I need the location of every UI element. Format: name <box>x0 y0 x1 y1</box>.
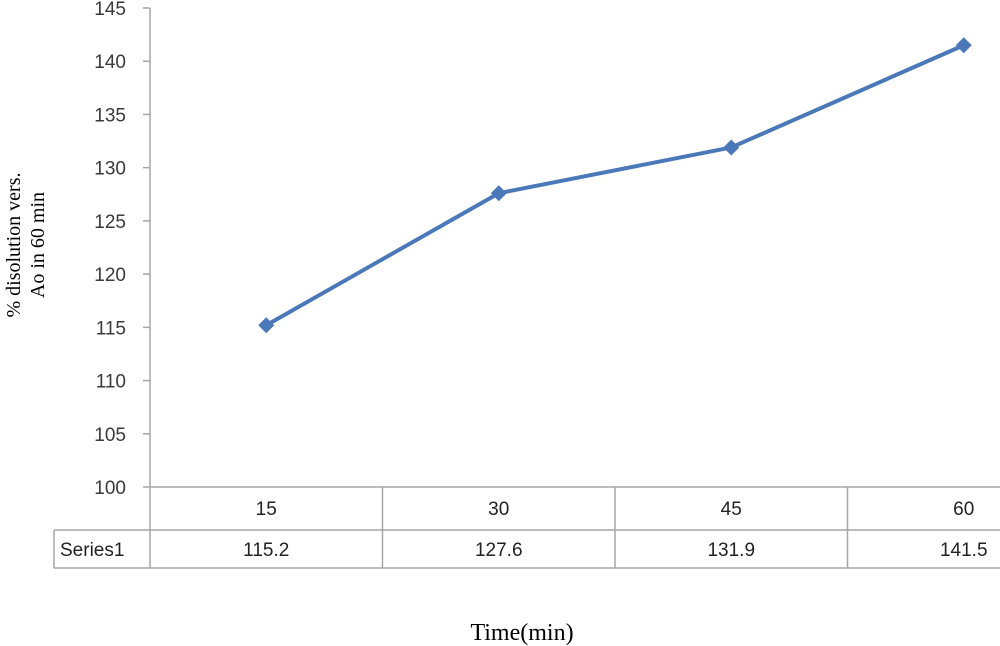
y-tick-label: 135 <box>94 105 126 126</box>
y-axis-title-line-1: % disolution vers. <box>3 173 25 318</box>
y-axis-title-line-2: Ao in 60 min <box>27 192 49 298</box>
table-data-value: 131.9 <box>707 540 755 561</box>
y-tick-label: 110 <box>96 372 126 393</box>
y-tick-label: 140 <box>94 52 126 73</box>
data-point-marker <box>955 37 972 54</box>
series-line <box>264 43 966 328</box>
table-data-value: 127.6 <box>475 540 523 561</box>
y-tick-label: 100 <box>94 478 126 499</box>
table-series-name: Series1 <box>60 540 124 561</box>
y-tick-label: 115 <box>96 318 126 339</box>
data-table: 15 30 45 60 Series1 115.2 127.6 131.9 141.5 <box>53 486 1000 569</box>
y-tick-label: 105 <box>94 425 126 446</box>
data-point-marker <box>258 317 275 334</box>
data-point-marker <box>723 139 740 156</box>
x-tick-label: 60 <box>953 499 974 520</box>
data-point-marker <box>490 185 507 202</box>
y-tick-group: 100 105 110 115 120 125 130 135 140 145 <box>94 0 150 499</box>
y-axis-title: % disolution vers. Ao in 60 min <box>3 173 49 318</box>
y-tick-label: 125 <box>94 212 126 233</box>
table-data-value: 115.2 <box>243 540 289 561</box>
y-axis: 100 105 110 115 120 125 130 135 140 145 <box>94 0 151 499</box>
x-tick-label: 45 <box>721 499 742 520</box>
x-axis-title: Time(min) <box>470 620 573 646</box>
series-line-group <box>258 37 972 334</box>
table-data-value: 141.5 <box>940 540 988 561</box>
y-tick-label: 145 <box>94 0 126 20</box>
x-tick-label: 30 <box>488 499 509 520</box>
x-tick-label: 15 <box>256 499 277 520</box>
y-tick-label: 120 <box>94 265 126 286</box>
y-tick-label: 130 <box>94 159 126 180</box>
